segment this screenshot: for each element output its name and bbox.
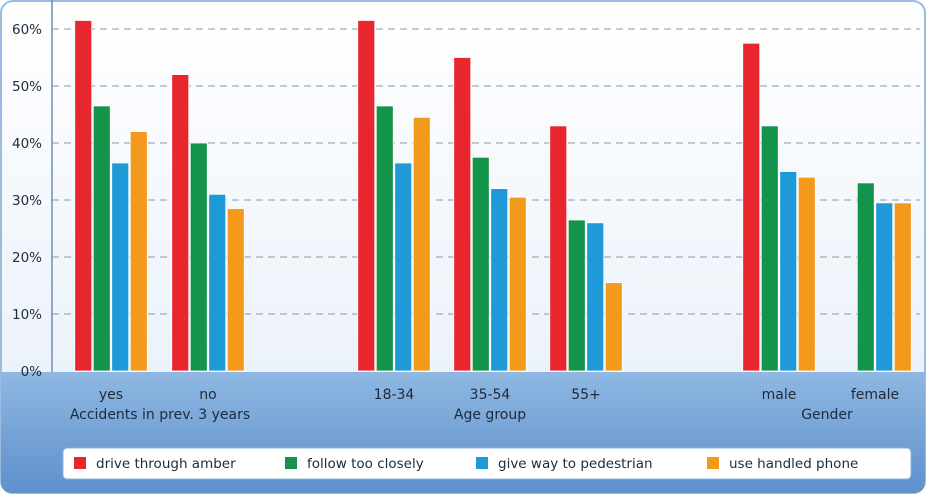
- x-category-label: 55+: [571, 387, 601, 403]
- x-axis-labels: yes no Accidents in prev. 3 years 18-34 35-5…: [70, 387, 899, 423]
- bar: [453, 57, 472, 372]
- legend-swatch: [476, 457, 488, 469]
- bars: [74, 20, 912, 372]
- bar: [471, 156, 490, 372]
- bar: [226, 208, 245, 372]
- y-tick-label: 20%: [12, 250, 42, 266]
- legend-label: give way to pedestrian: [498, 456, 653, 472]
- bar: [357, 20, 376, 372]
- y-tick-label: 0%: [21, 364, 43, 380]
- bar: [375, 105, 394, 372]
- bar: [394, 162, 413, 372]
- bar: [893, 202, 912, 372]
- x-category-label: female: [851, 387, 899, 403]
- x-group-label: Accidents in prev. 3 years: [70, 407, 250, 423]
- bar: [875, 202, 894, 372]
- x-category-label: 18-34: [374, 387, 415, 403]
- bar: [208, 193, 227, 372]
- x-category-label: yes: [99, 387, 123, 403]
- bar: [760, 125, 779, 372]
- bar: [490, 188, 509, 372]
- bar: [742, 42, 761, 372]
- bar: [74, 20, 93, 372]
- bar: [171, 74, 190, 372]
- legend: drive through amber follow too closely giv…: [74, 456, 858, 472]
- legend-label: use handled phone: [729, 456, 858, 472]
- bar: [412, 116, 431, 372]
- bar: [779, 171, 798, 372]
- bar: [604, 282, 623, 372]
- y-tick-label: 10%: [12, 307, 42, 323]
- x-category-label: 35-54: [470, 387, 511, 403]
- bar: [129, 131, 148, 372]
- bar: [567, 219, 586, 372]
- bar: [92, 105, 111, 372]
- bar: [111, 162, 130, 372]
- legend-swatch: [707, 457, 719, 469]
- y-tick-label: 30%: [12, 193, 42, 209]
- bar: [189, 142, 208, 372]
- y-tick-label: 60%: [12, 22, 42, 38]
- y-axis-labels: 0% 10% 20% 30% 40% 50% 60%: [12, 22, 42, 380]
- legend-swatch: [285, 457, 297, 469]
- x-group-label: Gender: [801, 407, 853, 423]
- bar: [797, 176, 816, 372]
- legend-label: follow too closely: [307, 456, 424, 472]
- y-tick-label: 50%: [12, 79, 42, 95]
- legend-label: drive through amber: [96, 456, 236, 472]
- x-category-label: male: [762, 387, 797, 403]
- bar: [586, 222, 605, 372]
- bar: [856, 182, 875, 372]
- x-category-label: no: [199, 387, 216, 403]
- x-group-label: Age group: [454, 407, 526, 423]
- bar: [549, 125, 568, 372]
- y-tick-label: 40%: [12, 136, 42, 152]
- bar: [508, 196, 527, 372]
- legend-swatch: [74, 457, 86, 469]
